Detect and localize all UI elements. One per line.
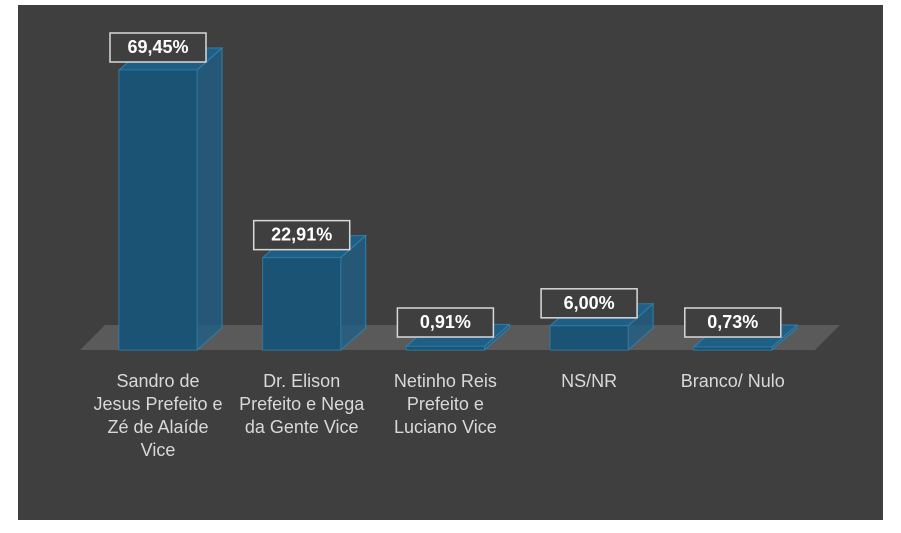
bar-front: [405, 345, 485, 351]
bar-front-shade: [406, 346, 485, 350]
bar-front-shade: [693, 347, 772, 350]
x-tick-label: Branco/ Nulo: [680, 371, 785, 391]
x-tick-label-box: NS/NR: [561, 371, 618, 391]
x-tick-label: Dr. Elison Prefeito e Nega da Gente Vice: [239, 371, 365, 437]
value-label-box: [540, 288, 638, 319]
value-label: 0,73%: [707, 312, 758, 332]
x-tick-label: Netinho Reis Prefeito e Luciano Vice: [393, 371, 497, 437]
bar: [117, 46, 224, 352]
bar-front: [262, 257, 342, 351]
x-tick-label: NS/NR: [561, 371, 618, 391]
bar-side: [196, 46, 223, 352]
bar: [261, 234, 368, 352]
x-tick-label-box: Dr. Elison Prefeito e Nega da Gente Vice: [239, 371, 365, 437]
value-label: 6,00%: [564, 293, 615, 313]
value-label: 0,91%: [420, 312, 471, 332]
x-tick-label-box: Sandro de Jesus Prefeito e Zé de Alaíde …: [93, 371, 223, 460]
x-tick-label-box: Branco/ Nulo: [680, 371, 785, 391]
x-tick-label-box: Netinho Reis Prefeito e Luciano Vice: [393, 371, 497, 437]
x-tick-label: Sandro de Jesus Prefeito e Zé de Alaíde …: [93, 371, 223, 460]
bar-front: [693, 346, 773, 351]
bar-front: [549, 325, 629, 351]
value-label-box: [252, 219, 351, 251]
value-label: 22,91%: [271, 225, 332, 245]
bar-front-shade: [262, 257, 341, 350]
bar-front-shade: [119, 70, 197, 350]
bar-front: [118, 69, 198, 351]
value-label: 69,45%: [127, 37, 188, 57]
bar-front-shade: [550, 325, 629, 350]
value-label-box: [684, 307, 782, 338]
value-label-box: [109, 32, 207, 63]
value-label-box: [396, 307, 495, 338]
